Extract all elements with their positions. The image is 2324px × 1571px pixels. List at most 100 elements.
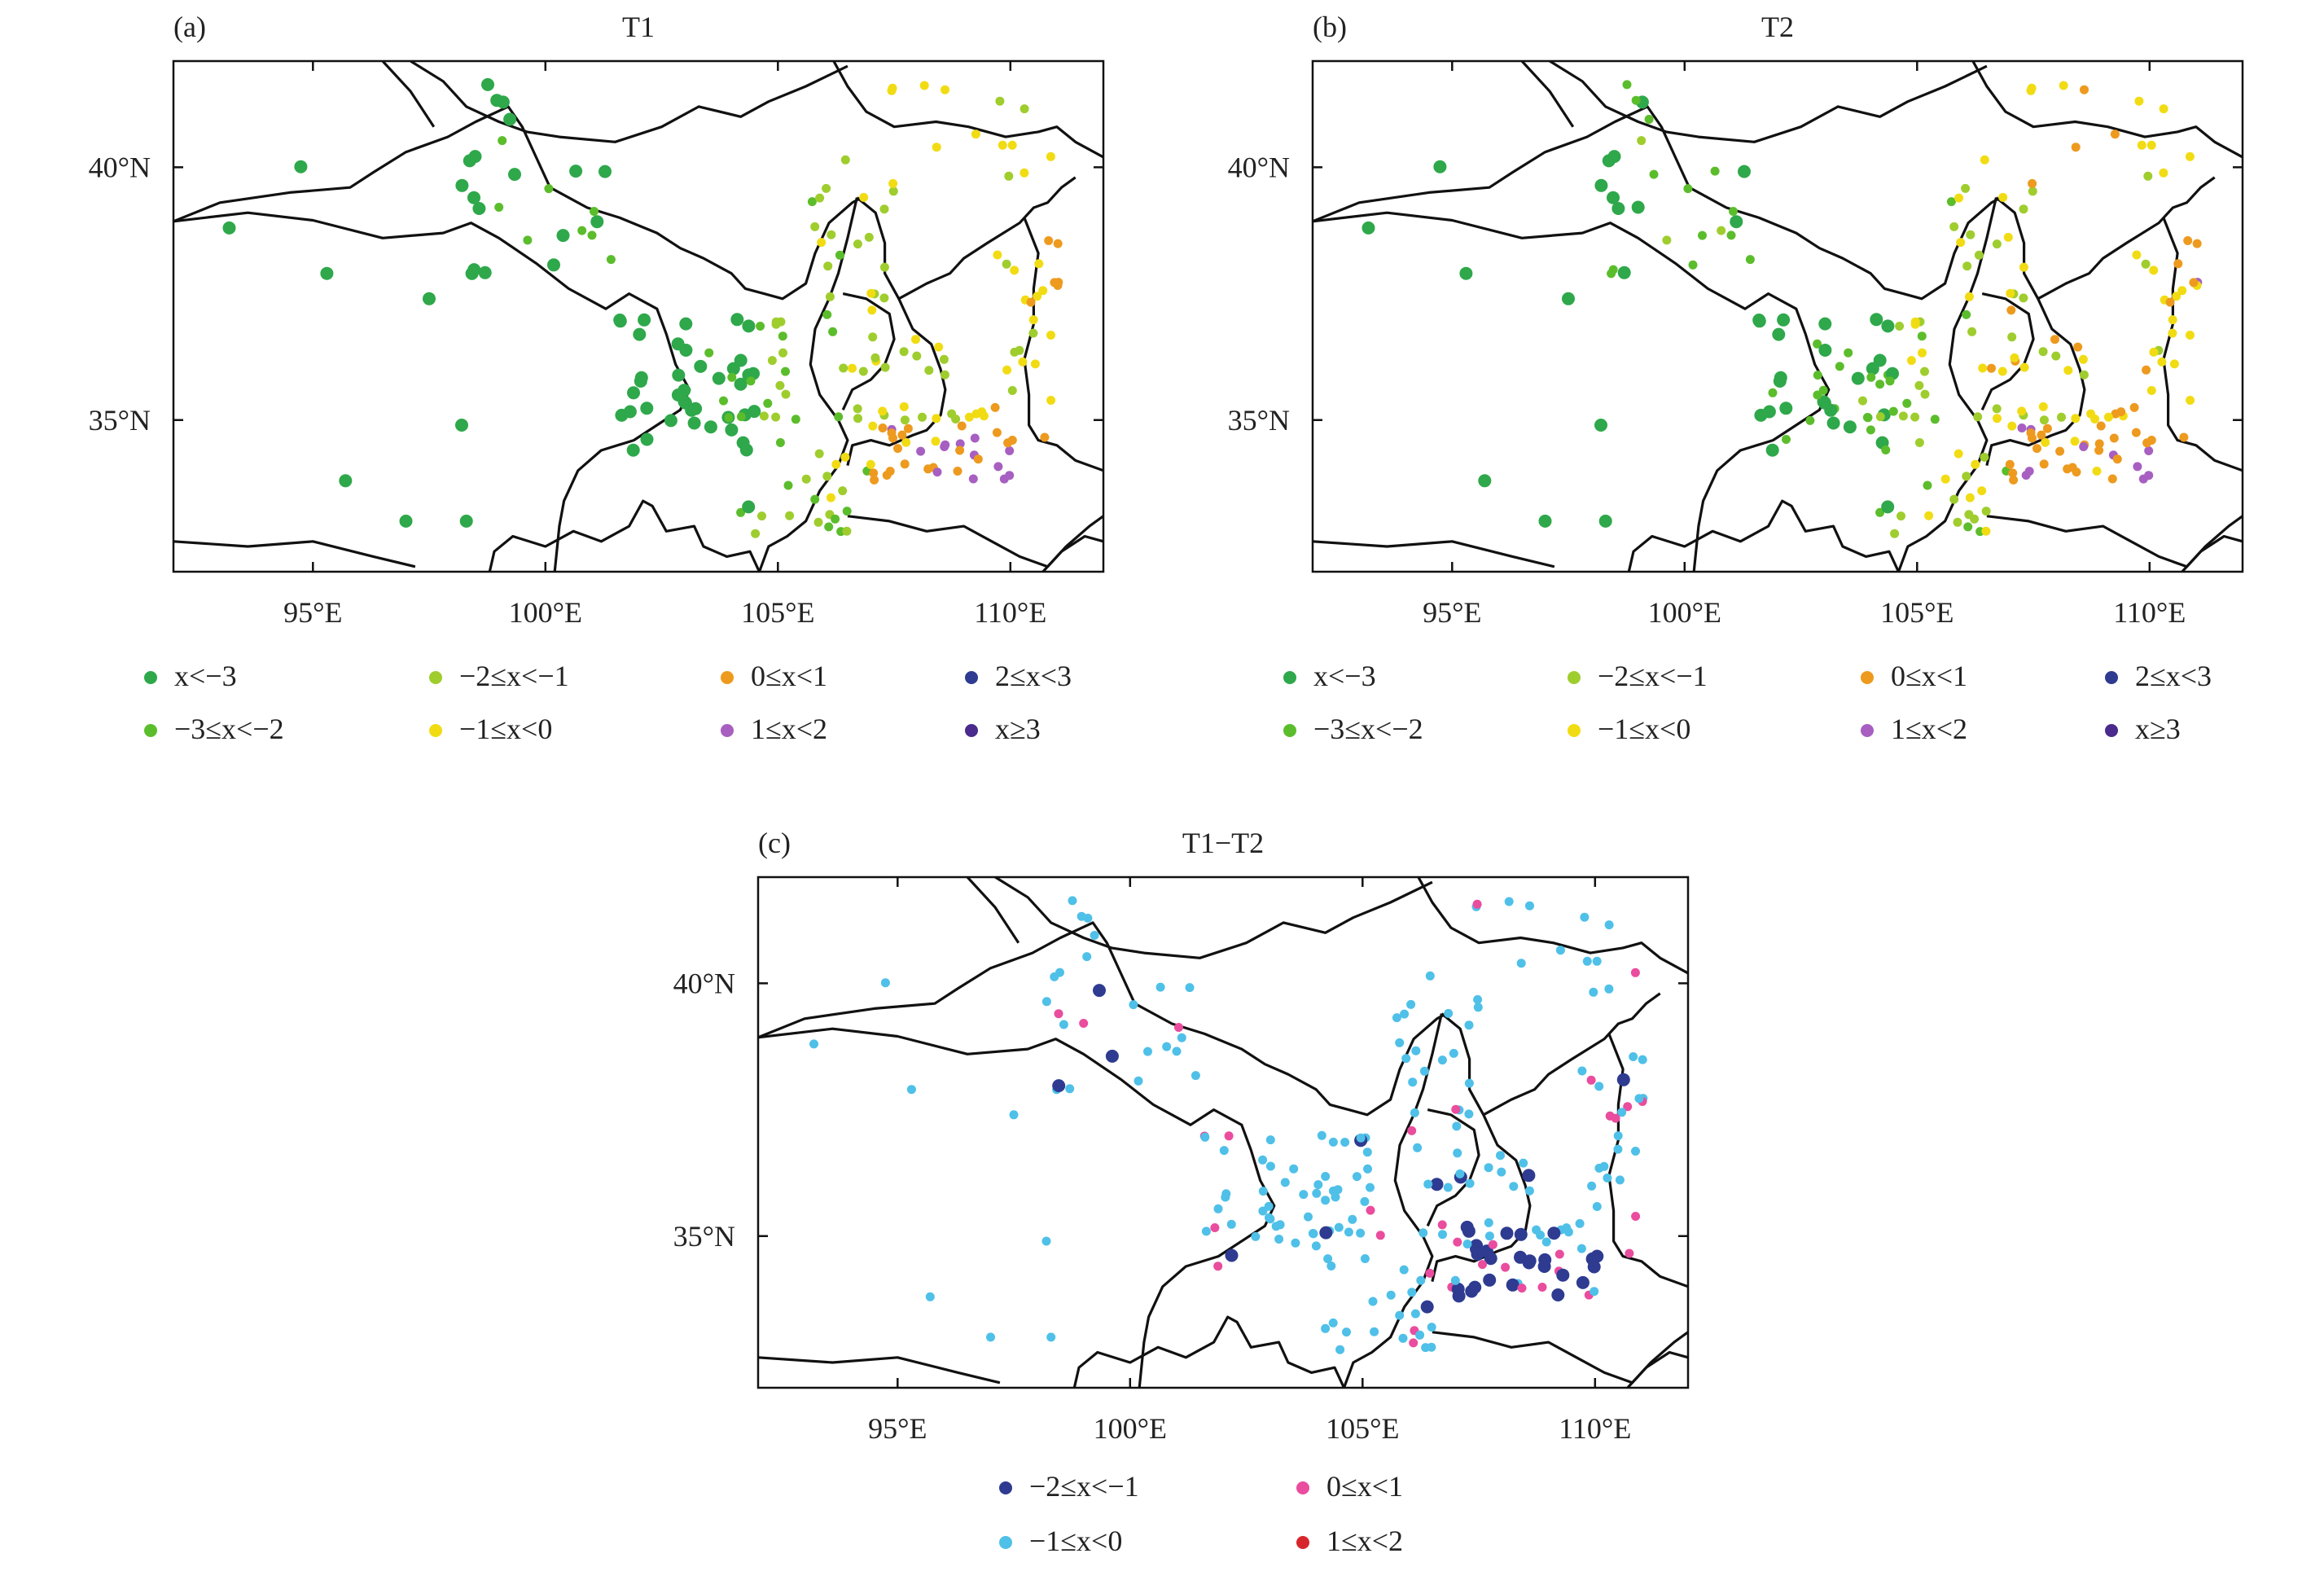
station-marker	[813, 517, 823, 527]
station-marker	[807, 197, 817, 207]
station-marker	[1940, 474, 1950, 484]
station-marker	[640, 402, 654, 415]
station-marker	[1226, 1219, 1236, 1229]
station-marker	[1360, 1254, 1370, 1263]
station-marker	[1079, 1019, 1089, 1028]
station-marker	[916, 446, 926, 456]
station-marker	[1059, 1020, 1068, 1029]
station-marker	[1524, 1186, 1534, 1196]
station-marker	[1906, 356, 1916, 366]
station-marker	[1003, 438, 1013, 448]
legend-label: −1≤x<0	[459, 713, 552, 745]
station-marker	[1611, 202, 1625, 215]
station-marker	[918, 412, 927, 422]
station-marker	[751, 529, 761, 538]
station-marker	[742, 500, 756, 514]
station-marker	[2017, 406, 2027, 416]
station-marker	[1399, 1265, 1409, 1275]
station-marker	[320, 266, 334, 280]
station-marker	[1613, 1131, 1623, 1141]
station-marker	[1258, 1206, 1268, 1216]
map-frame	[1311, 59, 2244, 573]
station-marker	[1662, 235, 1672, 245]
station-marker	[1423, 1179, 1433, 1189]
station-marker	[1920, 366, 1929, 376]
legend-label: 1≤x<2	[751, 713, 827, 745]
station-marker	[2006, 288, 2015, 298]
station-marker	[1010, 265, 1019, 275]
station-marker	[1177, 1033, 1186, 1042]
station-marker	[1005, 471, 1015, 481]
station-marker	[1818, 317, 1832, 331]
station-marker	[2172, 292, 2181, 301]
station-marker	[759, 411, 769, 421]
station-marker	[1631, 1212, 1641, 1221]
station-marker	[899, 402, 909, 411]
station-marker	[1484, 1218, 1493, 1227]
station-marker	[1392, 1013, 1401, 1023]
station-marker	[771, 412, 781, 422]
station-marker	[2168, 315, 2177, 325]
station-marker	[2041, 437, 2050, 447]
station-marker	[467, 191, 480, 204]
station-marker	[1777, 313, 1791, 327]
station-marker	[1962, 261, 1972, 271]
station-marker	[870, 475, 879, 485]
station-marker	[990, 402, 1000, 412]
legend-marker	[144, 671, 157, 684]
station-marker	[1866, 362, 1879, 375]
station-marker	[1419, 1228, 1428, 1238]
station-marker	[1046, 331, 1055, 340]
station-marker	[1506, 1278, 1519, 1292]
station-marker	[1997, 366, 2007, 376]
station-marker	[736, 507, 746, 517]
station-marker	[1044, 236, 1054, 245]
station-marker	[1362, 1148, 1372, 1157]
station-marker	[590, 207, 599, 216]
station-marker	[1360, 1196, 1370, 1206]
station-marker	[2051, 351, 2061, 361]
station-marker	[2039, 415, 2049, 425]
station-marker	[767, 356, 777, 366]
station-marker	[523, 235, 533, 245]
station-marker	[879, 293, 889, 303]
station-marker	[2019, 293, 2028, 303]
station-marker	[2019, 262, 2028, 272]
station-marker	[1509, 1182, 1519, 1191]
station-marker	[1484, 1231, 1494, 1241]
station-marker	[964, 412, 974, 422]
station-marker	[888, 187, 898, 196]
station-marker	[679, 317, 693, 331]
station-marker	[1717, 226, 1726, 235]
station-marker	[1005, 446, 1015, 455]
station-marker	[1617, 265, 1631, 279]
station-marker	[866, 459, 875, 469]
station-marker	[1576, 1275, 1590, 1289]
station-marker	[1416, 1275, 1426, 1285]
station-marker	[1974, 250, 1984, 260]
station-marker	[778, 331, 787, 341]
station-marker	[868, 332, 878, 342]
station-marker	[1631, 95, 1641, 105]
legend-marker	[1568, 724, 1581, 737]
station-marker	[831, 459, 841, 469]
station-marker	[827, 230, 836, 239]
station-marker	[781, 389, 791, 399]
station-marker	[1438, 1230, 1447, 1240]
station-marker	[712, 371, 726, 385]
station-marker	[1362, 221, 1375, 235]
station-marker	[1340, 1138, 1350, 1147]
station-marker	[993, 250, 1002, 260]
station-marker	[1554, 1249, 1564, 1259]
station-marker	[1772, 327, 1786, 341]
station-marker	[1644, 115, 1654, 124]
station-marker	[888, 178, 898, 188]
station-marker	[1406, 999, 1416, 1009]
station-marker	[783, 481, 793, 490]
station-marker	[1408, 1077, 1418, 1087]
station-marker	[1366, 1205, 1375, 1215]
station-marker	[1317, 1130, 1326, 1140]
station-marker	[1319, 1226, 1333, 1240]
station-marker	[1594, 178, 1608, 192]
